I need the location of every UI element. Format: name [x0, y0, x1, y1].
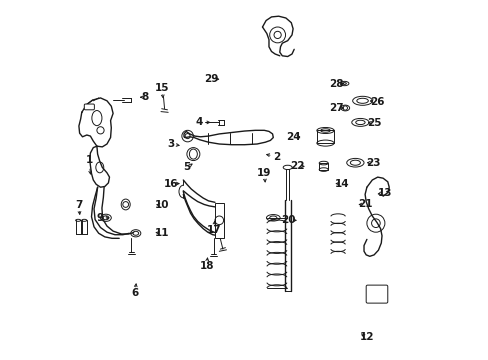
- Text: 12: 12: [359, 332, 373, 342]
- Text: 17: 17: [206, 225, 221, 235]
- Text: 28: 28: [328, 78, 343, 89]
- Text: 6: 6: [131, 288, 138, 298]
- Text: 22: 22: [290, 161, 305, 171]
- Text: 27: 27: [328, 103, 343, 113]
- Text: 19: 19: [257, 168, 271, 178]
- Text: 18: 18: [199, 261, 214, 271]
- Text: 4: 4: [195, 117, 203, 127]
- Text: 2: 2: [273, 152, 280, 162]
- Text: 24: 24: [285, 132, 300, 142]
- Bar: [316, 130, 333, 143]
- Text: 29: 29: [204, 74, 218, 84]
- Text: 13: 13: [377, 188, 391, 198]
- Text: 1: 1: [85, 155, 92, 165]
- Text: 26: 26: [369, 96, 384, 107]
- Text: 10: 10: [154, 200, 169, 210]
- Text: 25: 25: [367, 118, 381, 128]
- Text: 9: 9: [96, 213, 103, 223]
- Text: 8: 8: [142, 92, 149, 102]
- Text: 23: 23: [366, 158, 380, 168]
- Text: 11: 11: [154, 228, 169, 238]
- Text: 16: 16: [163, 179, 178, 189]
- Text: 14: 14: [334, 179, 348, 189]
- Text: 20: 20: [281, 215, 295, 225]
- Text: 21: 21: [357, 199, 371, 210]
- Bar: [215, 203, 224, 238]
- Text: 3: 3: [167, 139, 174, 149]
- Text: 15: 15: [154, 83, 169, 93]
- FancyBboxPatch shape: [366, 285, 387, 303]
- Bar: [319, 163, 327, 170]
- Text: 5: 5: [183, 162, 190, 172]
- FancyBboxPatch shape: [84, 104, 94, 110]
- Text: 7: 7: [75, 200, 82, 210]
